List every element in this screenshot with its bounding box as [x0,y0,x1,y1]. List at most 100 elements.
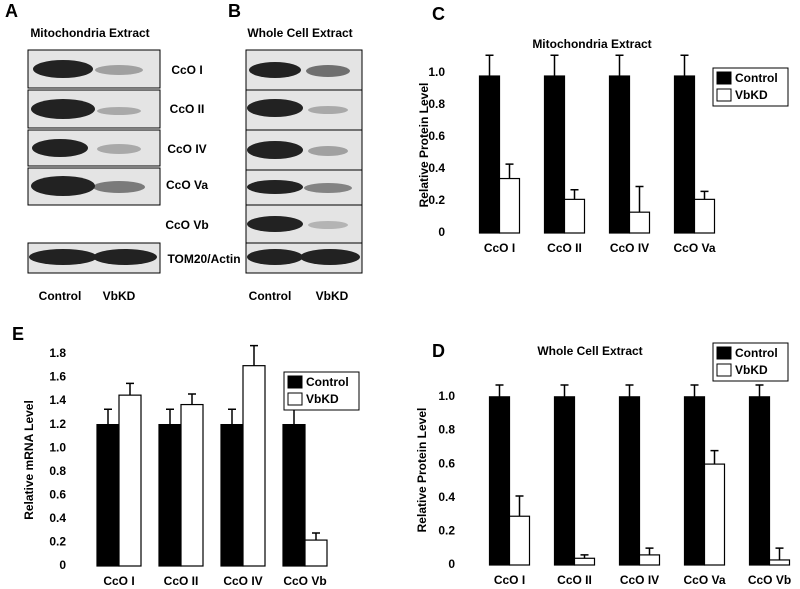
lane-label: Control [39,289,82,303]
y-tick-label: 1.2 [49,417,66,431]
legend-swatch [716,88,732,102]
bar [553,396,576,566]
y-tick-label: 0.6 [49,487,66,501]
x-tick-label: CcO I [103,574,134,588]
error-bar [560,384,569,397]
y-tick-label: 0.4 [428,161,445,175]
band-label: CcO Va [166,178,208,192]
error-bar [645,547,654,555]
y-tick-label: 1.8 [49,346,66,360]
bar [608,75,631,234]
y-tick-label: 0 [448,557,455,571]
bar [180,403,204,567]
x-tick-label: CcO II [164,574,199,588]
panel-label: B [228,1,241,21]
lane-label: Control [249,289,292,303]
y-tick-label: 0.2 [49,535,66,549]
error-bar [700,190,709,200]
x-tick-label: CcO IV [223,574,262,588]
error-bar [550,54,559,77]
error-bar [570,189,579,200]
bar [543,75,566,234]
bar [242,365,266,567]
y-tick-label: 0.6 [438,456,455,470]
legend-swatch [716,71,732,85]
panel-label: C [432,4,445,24]
y-tick-label: 0.8 [438,423,455,437]
band-label: CcO IV [167,142,206,156]
error-bar [126,382,134,396]
blot-a [27,49,161,274]
panel-label: D [432,341,445,361]
bar [673,75,696,234]
legend-label: Control [735,71,778,85]
y-tick-label: 0.2 [438,524,455,538]
legend-swatch [716,346,732,360]
error-bar [188,393,196,405]
error-bar [505,163,514,179]
lane-label: VbKD [103,289,136,303]
blot-b [245,49,363,274]
error-bar [580,554,589,559]
panel-label: A [5,1,18,21]
x-tick-label: CcO Va [673,241,715,255]
x-tick-label: CcO IV [620,573,659,587]
error-bar [515,495,524,517]
error-bar [250,344,258,366]
error-bar [710,449,719,465]
error-bar [690,384,699,397]
y-tick-label: 1.6 [49,370,66,384]
panel-label: E [12,324,24,344]
bar [96,423,120,567]
y-tick-label: 0 [438,225,445,239]
error-bar [775,547,784,560]
bar [498,177,521,234]
bar [768,559,791,566]
bar [683,396,706,566]
band-label: TOM20/Actin [167,252,240,266]
x-tick-label: CcO I [484,241,515,255]
x-tick-label: CcO II [547,241,582,255]
bar [220,423,244,567]
error-bar [495,384,504,397]
error-bar [228,408,236,425]
x-tick-label: CcO Va [683,573,725,587]
chart-title: Whole Cell Extract [537,344,642,358]
x-tick-label: CcO II [557,573,592,587]
bar [508,515,531,566]
y-axis-label: Relative mRNA Level [22,400,36,520]
error-bar [104,408,112,425]
y-axis-label: Relative Protein Level [415,408,429,533]
x-tick-label: CcO Vb [748,573,791,587]
bar [748,396,771,566]
error-bar [625,384,634,397]
y-tick-label: 1.0 [49,440,66,454]
bar [618,396,641,566]
legend-label: VbKD [735,363,768,377]
y-tick-label: 0.8 [49,464,66,478]
blot-title: Mitochondria Extract [30,26,149,40]
x-tick-label: CcO I [494,573,525,587]
y-tick-label: 1.0 [438,389,455,403]
band-label: CcO Vb [165,218,208,232]
error-bar [680,54,689,77]
error-bar [290,408,298,425]
bar [563,198,586,234]
chart-title: Mitochondria Extract [532,37,651,51]
error-bar [755,384,764,397]
legend-label: VbKD [735,88,768,102]
y-tick-label: 0 [59,558,66,572]
x-tick-label: CcO Vb [283,574,326,588]
y-tick-label: 0.2 [428,193,445,207]
bar [488,396,511,566]
error-bar [485,54,494,77]
error-bar [312,532,320,541]
legend-label: Control [735,346,778,360]
band-label: CcO II [170,102,205,116]
y-axis-label: Relative Protein Level [417,83,431,208]
bar [638,554,661,566]
y-tick-label: 0.6 [428,129,445,143]
blot-title: Whole Cell Extract [247,26,352,40]
bar [118,394,142,567]
